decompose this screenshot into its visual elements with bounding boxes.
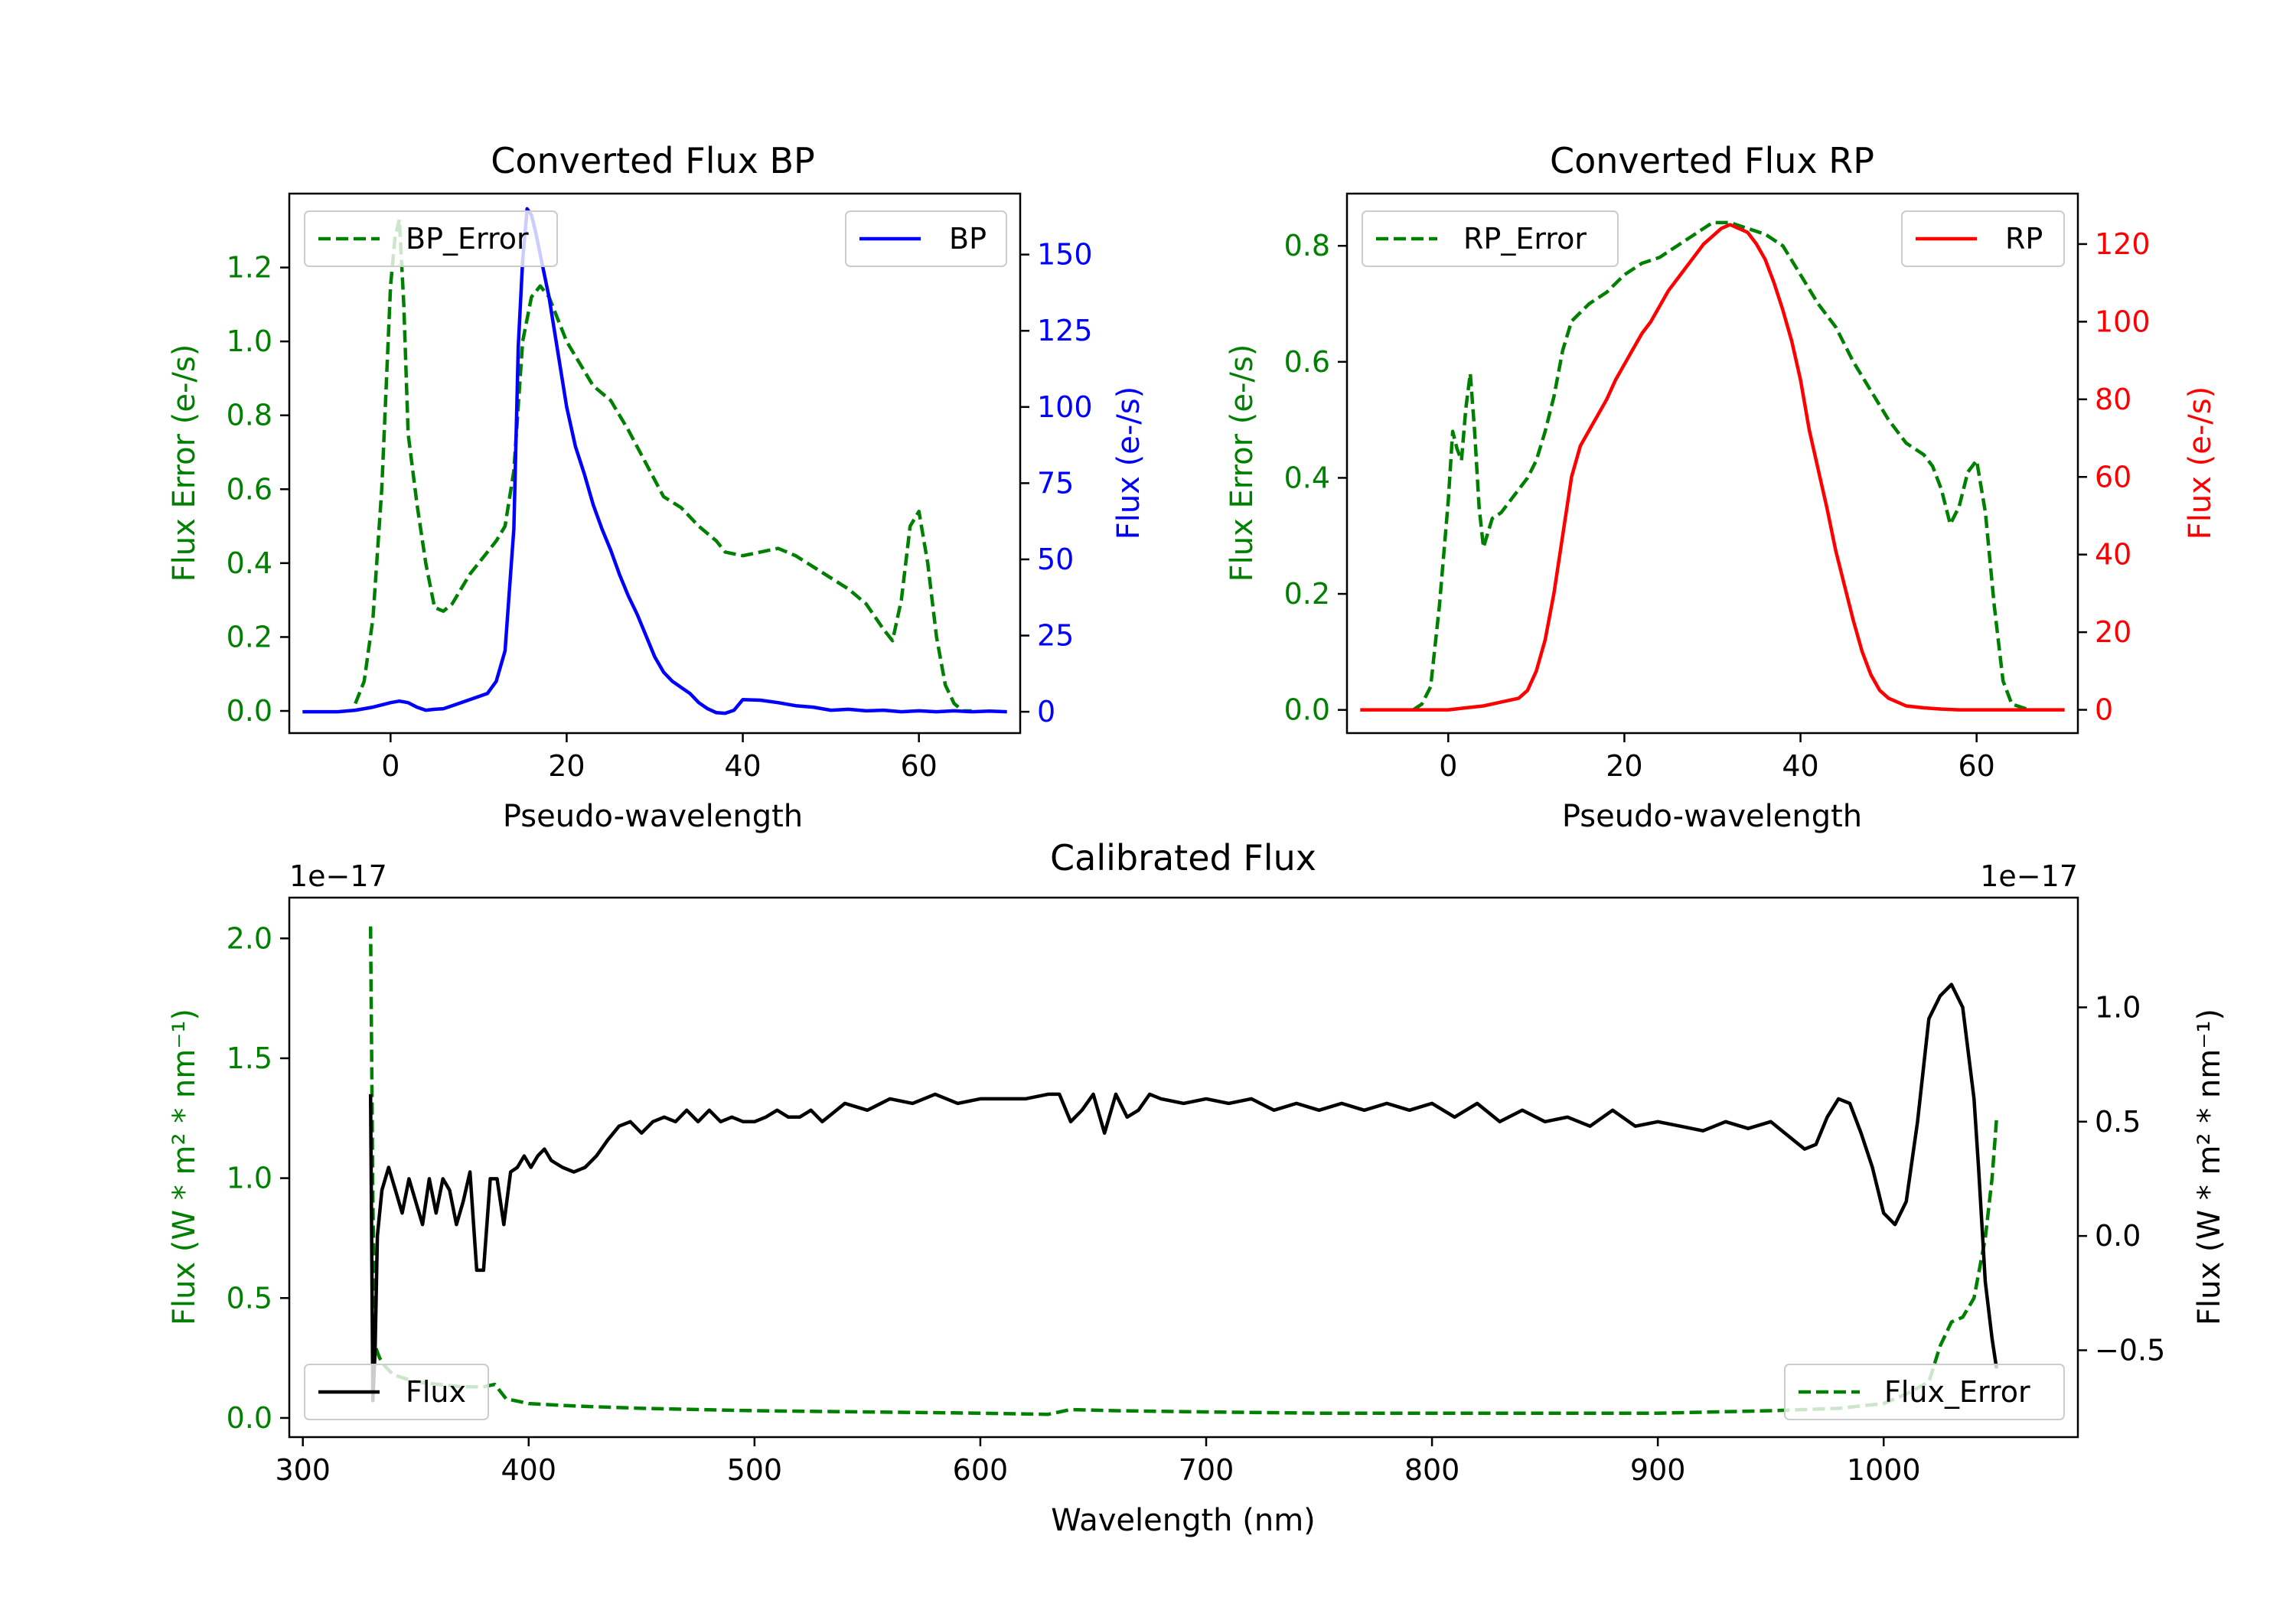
cal-plot-frame <box>289 898 2078 1437</box>
rp-ytick-left-label: 0.4 <box>1284 461 1330 494</box>
bp-ytick-right-label: 50 <box>1037 543 1074 576</box>
bp-plot-frame <box>289 194 1020 733</box>
rp-ytick-left-label: 0.8 <box>1284 229 1330 262</box>
rp-ytick-right-label: 80 <box>2095 383 2131 416</box>
bp-ytick-right-label: 75 <box>1037 466 1074 500</box>
bp-xtick-label: 0 <box>381 749 400 783</box>
rp-xtick-label: 60 <box>1958 749 1995 783</box>
rp-ytick-left-label: 0.2 <box>1284 577 1330 611</box>
bp-ytick-left-label: 1.2 <box>227 251 272 285</box>
rp-ticks: 0 20 40 60 0.0 0.2 0.4 0.6 0.8 0 20 40 60 80 100 120 <box>1284 227 2151 783</box>
bp-ytick-left-label: 0.8 <box>227 399 272 432</box>
bp-xlabel: Pseudo-wavelength <box>503 799 803 834</box>
rp-legend-error: RP_Error <box>1362 211 1618 266</box>
cal-ytick-right-label: 0.5 <box>2095 1105 2141 1139</box>
bp-ytick-left-label: 0.0 <box>227 694 272 728</box>
rp-series-rp <box>1360 225 2064 710</box>
bp-ytick-right-label: 25 <box>1037 619 1074 653</box>
rp-ytick-right-label: 100 <box>2095 305 2151 338</box>
bp-xtick-label: 20 <box>548 749 585 783</box>
rp-legend-error-label: RP_Error <box>1463 222 1587 256</box>
cal-series-flux <box>370 985 1997 1401</box>
cal-ytick-left-label: 2.0 <box>227 921 272 955</box>
cal-legend-error-label: Flux_Error <box>1884 1375 2030 1409</box>
bp-xtick-label: 60 <box>901 749 938 783</box>
rp-xtick-label: 40 <box>1782 749 1818 783</box>
cal-title: Calibrated Flux <box>1050 837 1316 878</box>
figure: Converted Flux BP 0 20 40 60 0.0 0.2 0.4 0.6 0.8… <box>0 0 2296 1607</box>
cal-xtick-label: 1000 <box>1847 1453 1921 1487</box>
bp-ytick-left-label: 0.6 <box>227 472 272 506</box>
cal-xtick-label: 900 <box>1630 1453 1686 1487</box>
bp-legend-error-label: BP_Error <box>406 222 529 256</box>
panel-rp: Converted Flux RP 0 20 40 60 0.0 0.2 0.4 0.6 0.8… <box>1225 140 2218 834</box>
rp-xtick-label: 0 <box>1439 749 1457 783</box>
rp-ylabel-right: Flux (e-/s) <box>2183 386 2218 539</box>
cal-ytick-right-label: 0.0 <box>2095 1219 2141 1253</box>
rp-legend-flux: RP <box>1902 211 2064 266</box>
rp-ytick-left-label: 0.6 <box>1284 345 1330 379</box>
rp-plot-frame <box>1347 194 2078 733</box>
cal-ytick-left-label: 1.0 <box>227 1162 272 1195</box>
rp-ylabel-left: Flux Error (e-/s) <box>1225 344 1260 582</box>
cal-ytick-left-label: 0.0 <box>227 1401 272 1435</box>
cal-xtick-label: 700 <box>1179 1453 1234 1487</box>
bp-ytick-left-label: 0.2 <box>227 620 272 654</box>
rp-series-rp-error <box>1413 223 2029 710</box>
bp-ytick-left-label: 0.4 <box>227 546 272 580</box>
cal-ytick-right-label: −0.5 <box>2095 1333 2165 1367</box>
bp-series-bp <box>302 209 1006 713</box>
rp-ytick-right-label: 60 <box>2095 460 2131 494</box>
cal-xtick-label: 800 <box>1404 1453 1460 1487</box>
cal-ytick-left-label: 1.5 <box>227 1041 272 1075</box>
cal-ytick-left-label: 0.5 <box>227 1281 272 1315</box>
bp-ytick-right-label: 100 <box>1037 390 1093 424</box>
rp-xlabel: Pseudo-wavelength <box>1562 799 1862 834</box>
cal-xtick-label: 500 <box>727 1453 783 1487</box>
bp-ylabel-left: Flux Error (e-/s) <box>167 344 202 582</box>
bp-ytick-right-label: 125 <box>1037 314 1093 347</box>
rp-ytick-right-label: 0 <box>2095 693 2113 727</box>
cal-xtick-label: 300 <box>275 1453 331 1487</box>
bp-series <box>302 209 1006 713</box>
cal-legend-error: Flux_Error <box>1785 1364 2064 1420</box>
cal-offset-left: 1e−17 <box>289 859 387 893</box>
rp-xtick-label: 20 <box>1606 749 1642 783</box>
bp-legend-error: BP_Error <box>305 211 557 266</box>
rp-ytick-right-label: 120 <box>2095 227 2151 261</box>
bp-legend-flux: BP <box>846 211 1006 266</box>
cal-legend-flux-label: Flux <box>406 1375 466 1409</box>
bp-ytick-right-label: 0 <box>1037 695 1055 729</box>
rp-legend-flux-label: RP <box>2005 222 2043 256</box>
bp-ylabel-right: Flux (e-/s) <box>1111 386 1146 539</box>
cal-offset-right: 1e−17 <box>1980 859 2078 893</box>
bp-series-bp-error <box>355 220 971 711</box>
bp-title: Converted Flux BP <box>491 140 815 181</box>
rp-title: Converted Flux RP <box>1550 140 1874 181</box>
bp-xtick-label: 40 <box>724 749 761 783</box>
cal-series <box>370 927 1997 1415</box>
cal-xlabel: Wavelength (nm) <box>1051 1503 1316 1538</box>
panel-calibrated: Calibrated Flux 1e−17 1e−17 300 400 500 600… <box>167 837 2227 1538</box>
cal-series-flux-error <box>370 927 1997 1415</box>
rp-series <box>1360 223 2064 710</box>
cal-xtick-label: 400 <box>501 1453 557 1487</box>
panel-bp: Converted Flux BP 0 20 40 60 0.0 0.2 0.4 0.6 0.8… <box>167 140 1146 834</box>
bp-ytick-right-label: 150 <box>1037 238 1093 272</box>
rp-ytick-right-label: 40 <box>2095 538 2131 572</box>
cal-legend-flux: Flux <box>305 1364 488 1420</box>
cal-ytick-right-label: 1.0 <box>2095 990 2141 1024</box>
cal-ylabel-right: Flux (W * m² * nm⁻¹) <box>2192 1009 2227 1325</box>
rp-ytick-right-label: 20 <box>2095 615 2131 649</box>
bp-ytick-left-label: 1.0 <box>227 324 272 358</box>
cal-ylabel-left: Flux (W * m² * nm⁻¹) <box>167 1009 202 1325</box>
cal-xtick-label: 600 <box>953 1453 1009 1487</box>
bp-legend-flux-label: BP <box>949 222 987 256</box>
rp-ytick-left-label: 0.0 <box>1284 693 1330 727</box>
